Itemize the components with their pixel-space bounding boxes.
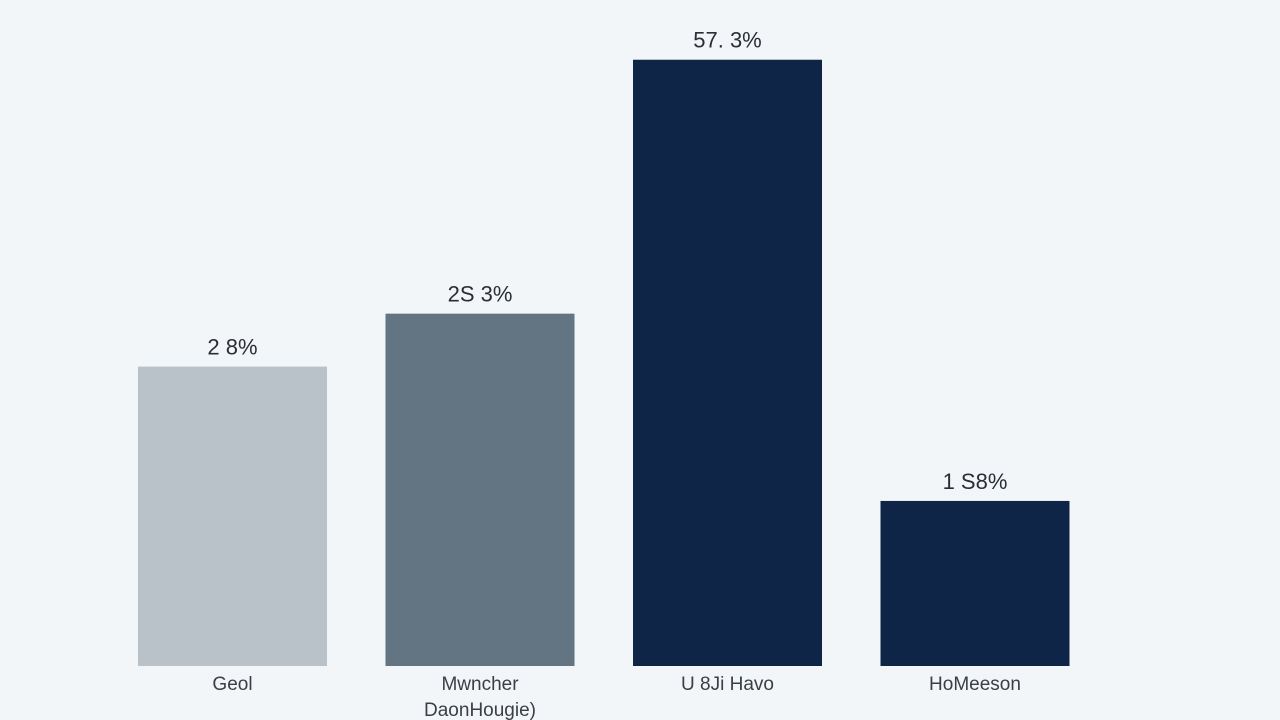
bar-2 xyxy=(385,313,575,666)
bar-value-label-1: 2 8% xyxy=(207,335,257,360)
category-label-2-line-2: DaonHougie) xyxy=(424,700,536,720)
value-labels-group: 2 8% 2S 3% 57. 3% 1 S8% xyxy=(207,28,1007,494)
bar-value-label-4: 1 S8% xyxy=(943,469,1008,494)
category-label-1: Geol xyxy=(212,674,252,695)
bar-3 xyxy=(633,59,822,667)
bars-group xyxy=(138,59,1070,667)
category-labels-group: Geol Mwncher DaonHougie) U 8Ji Havo HoMeeson xyxy=(212,674,1021,720)
bar-value-label-3: 57. 3% xyxy=(693,28,762,53)
category-label-4: HoMeeson xyxy=(929,674,1021,695)
category-label-3: U 8Ji Havo xyxy=(681,674,774,695)
category-label-2-line-1: Mwncher xyxy=(441,674,519,695)
bar-1 xyxy=(138,366,327,666)
bar-4 xyxy=(880,500,1070,666)
bar-value-label-2: 2S 3% xyxy=(448,282,513,307)
